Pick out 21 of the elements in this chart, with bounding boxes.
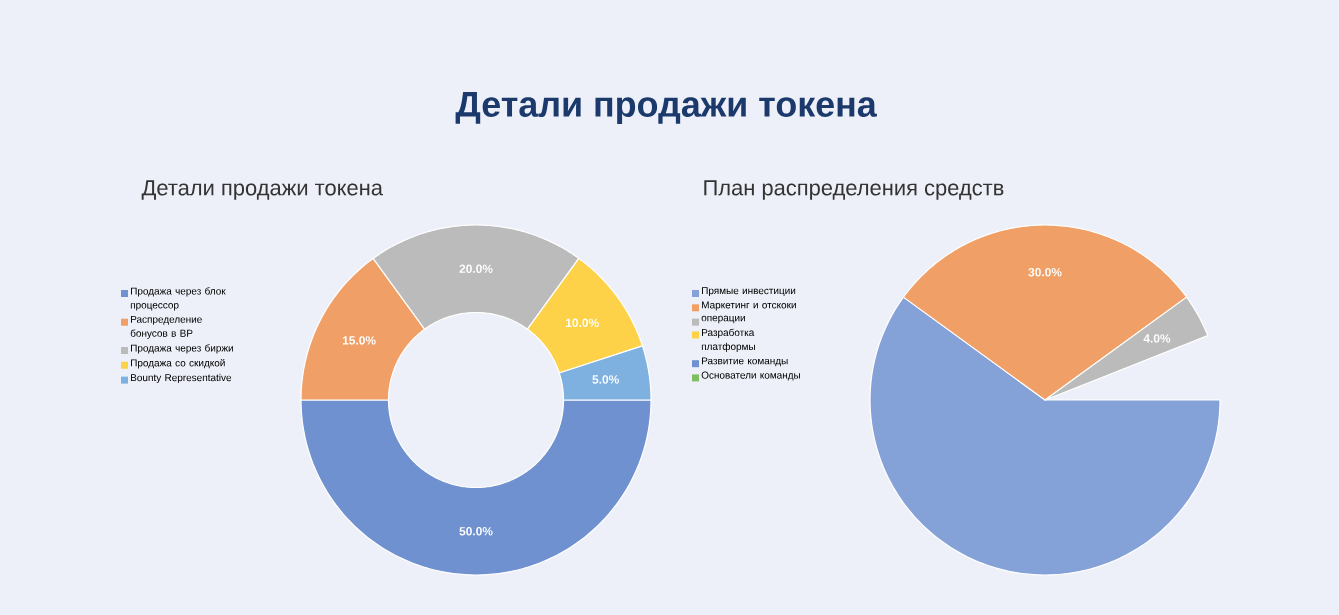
- chart-title: Детали продажи токена: [141, 180, 383, 200]
- legend-label: Продажа через биржи: [131, 344, 233, 354]
- data-label: 30.0%: [1028, 268, 1062, 277]
- text: Детали продажи токена: [455, 91, 877, 125]
- legend-label: Разработка платформы: [701, 328, 755, 352]
- legend-label: Продажа со скидкой: [131, 358, 225, 369]
- legend-label: Основатели команды: [701, 371, 801, 381]
- data-label: 5.0%: [592, 375, 619, 384]
- data-label: 4.0%: [1143, 334, 1171, 343]
- chart-title: План распределения средств: [704, 180, 1004, 200]
- data-label: 50.0%: [459, 527, 493, 536]
- data-label: 20.0%: [459, 264, 493, 273]
- legend-label: Распределение бонусов в BP: [130, 315, 202, 339]
- data-label: 10.0%: [566, 318, 599, 328]
- legend-label: Продажа через блок процессор: [130, 287, 226, 311]
- legend-label: операции: [701, 315, 745, 324]
- legend-label: Маркетинг и отскоки: [702, 301, 796, 311]
- data-label: 15.0%: [342, 336, 376, 345]
- legend-label: Bounty Representative: [131, 373, 232, 384]
- legend-label: Прямые инвестиции: [702, 287, 796, 297]
- legend-label: Развитие команды: [702, 357, 788, 367]
